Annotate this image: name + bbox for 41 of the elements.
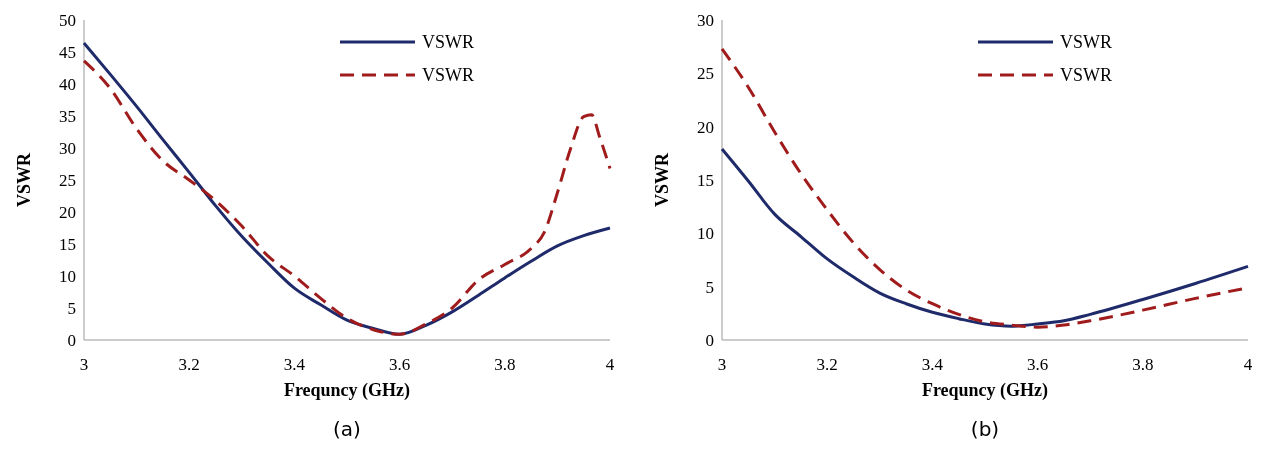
- x-tick-label: 3.8: [1132, 355, 1154, 374]
- y-tick-label: 15: [59, 234, 76, 254]
- y-tick-label: 30: [59, 138, 76, 158]
- x-tick-label: 3.6: [1026, 355, 1049, 374]
- y-axis-title: VSWR: [14, 152, 34, 208]
- y-axis-title: VSWR: [652, 152, 672, 208]
- y-tick-label: 35: [59, 106, 76, 126]
- x-tick-label: 3.4: [921, 355, 944, 374]
- legend-label: VSWR: [422, 65, 475, 86]
- y-tick-label: 15: [697, 170, 714, 190]
- x-tick-label: 3: [717, 355, 727, 374]
- x-tick-label: 3: [79, 355, 89, 374]
- legend-label: VSWR: [1060, 65, 1113, 86]
- x-tick-label: 4: [605, 355, 615, 374]
- text: (a): [333, 417, 361, 441]
- y-tick-label: 10: [697, 224, 714, 244]
- y-tick-label: 5: [705, 277, 714, 297]
- y-tick-label: 30: [697, 10, 714, 30]
- y-tick-label: 10: [59, 266, 76, 286]
- x-axis-title: Frequncy (GHz): [283, 380, 411, 401]
- x-axis-title: Frequncy (GHz): [921, 380, 1049, 401]
- y-tick-label: 25: [59, 170, 76, 190]
- x-tick-label: 3.6: [388, 355, 411, 374]
- y-tick-label: 0: [705, 330, 714, 350]
- y-tick-label: 40: [59, 74, 76, 94]
- x-tick-label: 3.4: [283, 355, 306, 374]
- x-tick-label: 3.2: [178, 355, 200, 374]
- legend-label: VSWR: [1060, 32, 1113, 53]
- x-tick-label: 3.2: [816, 355, 838, 374]
- y-tick-label: 20: [697, 117, 714, 137]
- y-tick-label: 0: [67, 330, 76, 350]
- y-tick-label: 20: [59, 202, 76, 222]
- line-series: [720, 147, 1250, 328]
- y-tick-label: 45: [59, 42, 76, 62]
- y-tick-label: 25: [697, 64, 714, 84]
- x-tick-label: 4: [1243, 355, 1253, 374]
- legend-label: VSWR: [422, 32, 475, 53]
- text: (b): [970, 417, 1000, 441]
- y-tick-label: 5: [67, 298, 76, 318]
- x-tick-label: 3.8: [494, 355, 516, 374]
- y-tick-label: 50: [59, 10, 76, 30]
